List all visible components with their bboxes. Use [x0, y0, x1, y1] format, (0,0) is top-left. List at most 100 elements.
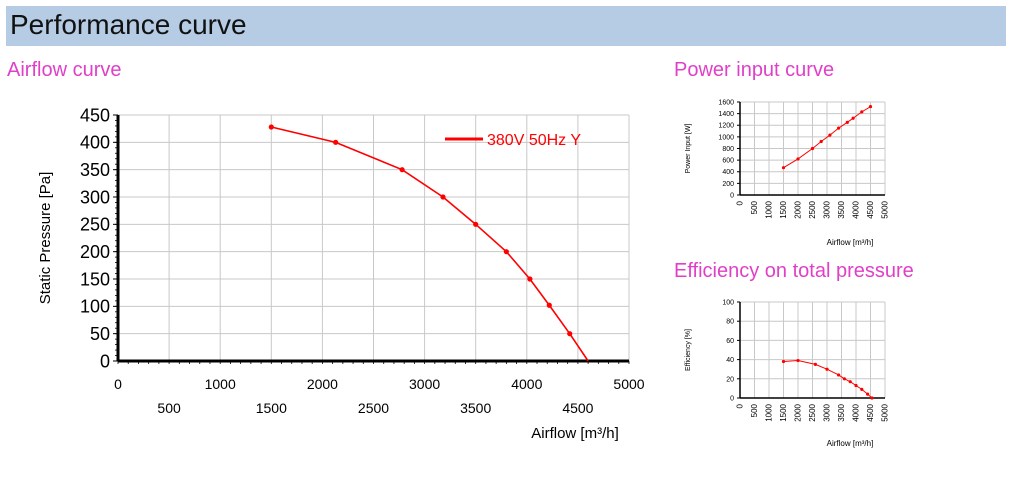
efficiency-x-tick-label: 4500 [866, 403, 875, 421]
efficiency-data-point [848, 380, 852, 384]
efficiency-x-tick-label: 4000 [852, 403, 861, 421]
efficiency-data-point [796, 358, 800, 363]
power-y-tick-label: 0 [730, 192, 734, 199]
efficiency-title: Efficiency on total pressure [674, 260, 914, 282]
power-data-point [845, 120, 849, 124]
power-data-point [819, 139, 823, 144]
airflow-data-point [333, 139, 339, 145]
efficiency-y-tick-label: 40 [726, 357, 734, 364]
power-y-tick-label: 1200 [718, 123, 734, 130]
efficiency-x-tick-label: 3500 [837, 403, 846, 421]
power-series-line [783, 106, 871, 169]
efficiency-y-tick-label: 60 [726, 338, 734, 345]
power-y-axis-title: Power Input [W] [685, 124, 692, 174]
power-data-point [796, 157, 800, 161]
airflow-data-point [546, 302, 552, 308]
airflow-y-axis-title: Static Pressure [Pa] [37, 172, 54, 305]
airflow-y-tick-label: 50 [90, 324, 110, 344]
airflow-y-tick-label: 100 [80, 297, 110, 317]
efficiency-data-point [813, 362, 818, 366]
airflow-series-line [271, 126, 589, 362]
efficiency-y-tick-label: 0 [730, 395, 734, 402]
power-x-tick-label: 500 [750, 200, 759, 214]
legend-label: 380V 50Hz Y [487, 132, 581, 149]
efficiency-data-point [781, 359, 786, 364]
power-input-title: Power input curve [674, 59, 835, 81]
efficiency-y-tick-label: 80 [726, 319, 734, 326]
page-header: Performance curve [6, 6, 1006, 46]
airflow-x-tick-label: 500 [157, 400, 181, 416]
airflow-y-tick-label: 400 [80, 133, 110, 153]
airflow-y-tick-label: 350 [80, 160, 110, 180]
airflow-data-point [268, 124, 274, 130]
power-x-axis-title: Airflow [m³/h] [827, 238, 874, 247]
power-data-point [781, 166, 786, 170]
efficiency-data-point [837, 373, 841, 377]
airflow-x-tick-label: 2500 [358, 400, 389, 416]
airflow-data-point [440, 194, 446, 200]
efficiency-x-tick-label: 500 [750, 403, 759, 417]
efficiency-x-tick-label: 2500 [808, 403, 817, 421]
power-x-tick-label: 1500 [779, 200, 788, 218]
power-data-point [828, 133, 832, 137]
airflow-x-tick-label: 0 [114, 376, 122, 392]
airflow-x-tick-label: 4500 [562, 400, 593, 416]
efficiency-data-point [870, 396, 874, 400]
airflow-data-point [399, 167, 405, 173]
efficiency-x-tick-label: 3000 [823, 403, 832, 421]
power-y-tick-label: 1600 [718, 99, 734, 106]
airflow-y-tick-label: 150 [80, 269, 110, 289]
efficiency-x-tick-label: 5000 [881, 403, 890, 421]
airflow-x-axis-title: Airflow [m³/h] [531, 425, 619, 442]
airflow-x-tick-label: 4000 [511, 376, 542, 392]
efficiency-x-tick-label: 0 [736, 403, 745, 408]
page-title: Performance curve [10, 9, 247, 40]
efficiency-data-point [866, 392, 870, 396]
airflow-curve-title: Airflow curve [7, 59, 122, 81]
power-y-tick-label: 1400 [718, 111, 734, 118]
power-x-tick-label: 2000 [794, 200, 803, 218]
efficiency-y-axis-title: Efficiency [%] [685, 329, 692, 371]
airflow-x-tick-label: 1000 [205, 376, 236, 392]
power-data-point [810, 146, 815, 151]
power-data-point [860, 110, 864, 114]
power-x-tick-label: 3500 [837, 200, 846, 218]
efficiency-y-tick-label: 20 [726, 376, 734, 383]
efficiency-y-tick-label: 100 [722, 299, 734, 306]
power-y-tick-label: 600 [722, 158, 734, 165]
efficiency-x-tick-label: 1500 [779, 403, 788, 421]
airflow-data-point [567, 331, 573, 337]
efficiency-x-tick-label: 1000 [765, 403, 774, 421]
efficiency-x-tick-label: 2000 [794, 403, 803, 421]
efficiency-data-point [825, 367, 829, 371]
power-x-tick-label: 5000 [881, 200, 890, 218]
airflow-y-tick-label: 250 [80, 215, 110, 235]
airflow-y-tick-label: 300 [80, 187, 110, 207]
power-data-point [868, 105, 873, 109]
power-data-point [837, 126, 841, 130]
power-data-point [851, 116, 855, 120]
power-x-tick-label: 0 [736, 200, 745, 205]
power-x-tick-label: 1000 [765, 200, 774, 218]
power-x-tick-label: 3000 [823, 200, 832, 218]
airflow-y-tick-label: 0 [100, 351, 110, 371]
efficiency-x-axis-title: Airflow [m³/h] [827, 439, 874, 448]
power-y-tick-label: 200 [722, 181, 734, 188]
airflow-data-point [503, 249, 509, 255]
airflow-data-point [527, 276, 533, 282]
power-x-tick-label: 4000 [852, 200, 861, 218]
power-y-tick-label: 1000 [718, 134, 734, 141]
airflow-y-tick-label: 450 [80, 105, 110, 125]
efficiency-data-point [854, 383, 858, 388]
power-y-tick-label: 400 [722, 169, 734, 176]
power-x-tick-label: 4500 [866, 200, 875, 218]
airflow-data-point [473, 221, 479, 227]
airflow-x-tick-label: 5000 [613, 376, 644, 392]
power-x-tick-label: 2500 [808, 200, 817, 218]
airflow-x-tick-label: 2000 [307, 376, 338, 392]
airflow-y-tick-label: 200 [80, 242, 110, 262]
airflow-x-tick-label: 1500 [256, 400, 287, 416]
efficiency-data-point [860, 387, 864, 391]
power-y-tick-label: 800 [722, 146, 734, 153]
